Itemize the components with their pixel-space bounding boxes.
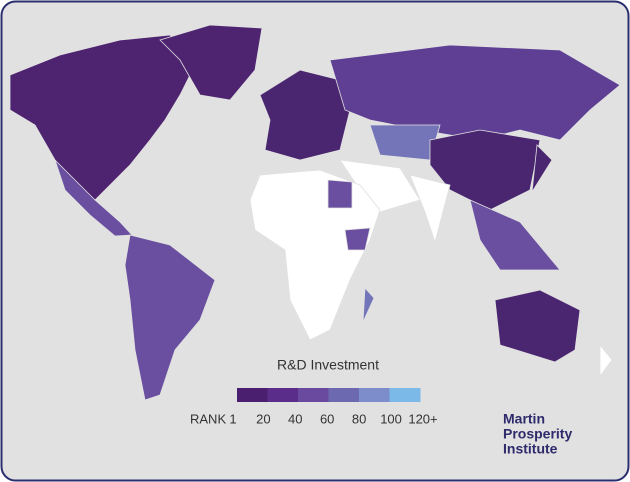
central-asia <box>369 124 441 161</box>
logo-line: Institute <box>503 441 558 457</box>
central-america <box>54 159 133 237</box>
south-america <box>124 234 216 401</box>
world-map <box>9 24 621 401</box>
legend-tick-label: 60 <box>320 411 334 426</box>
legend-swatch <box>267 388 299 402</box>
legend-swatch <box>389 388 421 402</box>
egypt <box>327 179 353 209</box>
legend-ticks: 1 20 40 60 80 100 120+ <box>229 411 437 426</box>
southeast-asia <box>469 199 561 271</box>
greenland <box>159 24 263 101</box>
legend-tick-label: 1 <box>229 411 236 426</box>
ethiopia <box>344 227 371 251</box>
africa <box>249 169 381 341</box>
legend-tick-label: 80 <box>352 411 366 426</box>
legend-swatch <box>298 388 329 402</box>
china <box>429 129 541 211</box>
legend-swatch <box>328 388 360 402</box>
europe <box>259 69 351 161</box>
legend-rank-label: RANK <box>190 411 226 426</box>
legend-bar <box>237 388 421 402</box>
japan <box>531 144 553 193</box>
legend-tick-label: 100 <box>380 411 402 426</box>
logo-line: Martin <box>503 411 545 427</box>
legend-tick-label: 20 <box>256 411 270 426</box>
legend-swatch <box>237 388 268 402</box>
logo-line: Prosperity <box>503 426 572 442</box>
legend-swatch <box>359 388 390 402</box>
new-zealand <box>599 343 613 378</box>
russia <box>329 44 621 141</box>
legend-tick-label: 120+ <box>408 411 437 426</box>
madagascar <box>362 287 375 323</box>
india <box>409 174 451 244</box>
australia <box>494 289 581 363</box>
legend-title: R&D Investment <box>277 357 379 373</box>
north-america <box>9 34 196 201</box>
legend-tick-label: 40 <box>288 411 302 426</box>
